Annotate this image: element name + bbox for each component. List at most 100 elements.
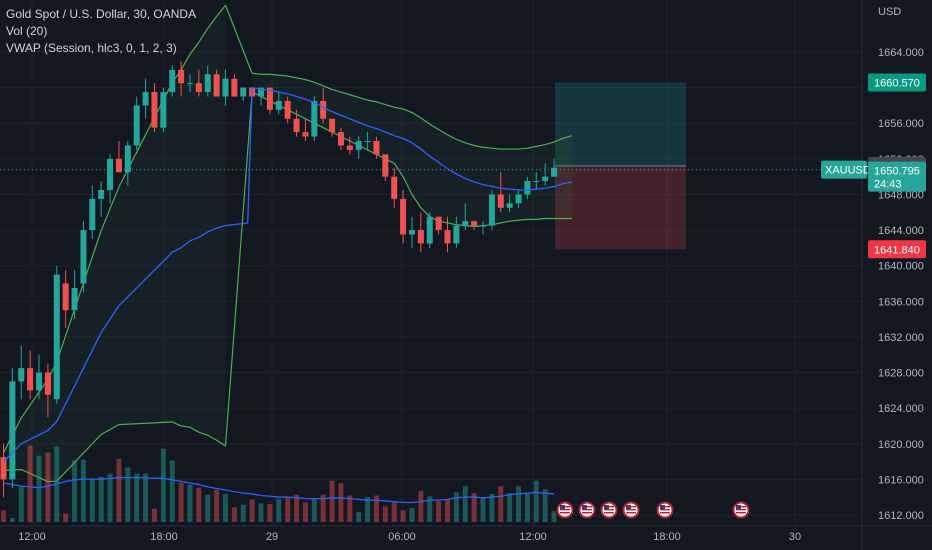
volume-bar: [471, 493, 477, 522]
candle-body: [107, 158, 114, 191]
volume-bar: [160, 448, 166, 522]
candle-body: [18, 368, 25, 382]
volume-bar: [453, 492, 459, 522]
volume-indicator-label[interactable]: Vol (20): [6, 24, 48, 38]
symbol-badge[interactable]: XAUUSD: [825, 165, 871, 177]
candlestick-series: [0, 60, 558, 498]
long-position-tool[interactable]: [555, 82, 686, 250]
candle-body: [311, 100, 318, 137]
price-tick-label: 1636.000: [878, 296, 924, 308]
candle-body: [36, 372, 43, 391]
vwap-lower-band-session1: [3, 421, 226, 483]
candle-body: [542, 176, 549, 182]
flag-canton: [660, 505, 665, 509]
volume-bar: [18, 486, 24, 522]
time-tick-label: 12:00: [519, 531, 547, 543]
volume-bar: [285, 497, 291, 522]
flag-canton: [626, 505, 631, 509]
volume-bar: [27, 445, 33, 522]
candle-body: [89, 198, 96, 231]
volume-bar: [382, 506, 388, 522]
volume-bar: [338, 483, 344, 522]
stop-loss-price-label: 1641.840: [874, 244, 920, 256]
symbol-title[interactable]: Gold Spot / U.S. Dollar, 30, OANDA: [6, 7, 197, 21]
currency-label[interactable]: USD: [878, 6, 902, 18]
candle-body: [266, 87, 273, 110]
last-price-label: 1650.795: [874, 166, 920, 178]
us-flag-event-icon[interactable]: [655, 500, 675, 520]
volume-bar: [214, 490, 220, 522]
volume-bar: [462, 486, 468, 522]
price-tick-label: 1632.000: [878, 332, 924, 344]
volume-bar: [365, 497, 371, 522]
candle-body: [178, 69, 185, 84]
volume-bar: [445, 499, 450, 522]
candle-body: [213, 74, 220, 97]
candle-body: [222, 78, 229, 97]
volume-bar: [302, 502, 308, 522]
us-flag-event-icon[interactable]: [577, 500, 597, 520]
volume-bar: [356, 511, 362, 522]
candle-body: [258, 87, 265, 97]
volume-bar: [516, 486, 522, 522]
volume-bar: [507, 493, 513, 522]
volume-bar: [311, 498, 317, 522]
candle-body: [480, 225, 487, 227]
candle-body: [355, 141, 362, 150]
candle-body: [426, 216, 433, 244]
price-tick-label: 1644.000: [878, 225, 924, 237]
volume-bar: [320, 494, 326, 522]
volume-bar: [36, 455, 42, 522]
take-profit-price-label: 1660.570: [874, 78, 920, 90]
volume-bars: [1, 445, 557, 522]
us-flag-event-icon[interactable]: [555, 500, 575, 520]
price-tick-label: 1656.000: [878, 118, 924, 130]
flag-stripe: [560, 509, 570, 511]
flag-stripe: [736, 509, 746, 511]
volume-bar: [116, 458, 122, 522]
candle-body: [497, 194, 504, 208]
volume-bar: [63, 513, 69, 522]
price-tick-label: 1664.000: [878, 47, 924, 59]
volume-bar: [409, 507, 415, 522]
vwap-band-reset-lower: [224, 92, 253, 447]
volume-bar: [533, 480, 539, 522]
candle-body: [435, 216, 442, 231]
bar-countdown-label: 24:43: [874, 179, 902, 191]
economic-events[interactable]: [555, 500, 751, 520]
candle-body: [320, 100, 327, 119]
candle-body: [373, 141, 380, 155]
loss-zone[interactable]: [555, 165, 686, 250]
volume-bar: [231, 507, 237, 522]
volume-bar: [329, 480, 335, 522]
vwap-indicator-label[interactable]: VWAP (Session, hlc3, 0, 1, 2, 3): [6, 41, 177, 55]
us-flag-event-icon[interactable]: [621, 500, 641, 520]
us-flag-event-icon[interactable]: [599, 500, 619, 520]
price-axis[interactable]: 1664.0001660.0001656.0001652.0001648.000…: [821, 0, 926, 550]
flag-stripe: [582, 509, 592, 511]
candle-body: [195, 83, 202, 93]
candle-body: [293, 118, 300, 133]
volume-bar: [249, 499, 255, 522]
flag-stripe: [660, 509, 670, 511]
volume-bar: [223, 493, 228, 522]
take-profit-price-label-bg: [868, 73, 926, 92]
volume-bar: [151, 508, 157, 522]
volume-bar: [294, 494, 300, 522]
chart-legend: Gold Spot / U.S. Dollar, 30, OANDA Vol (…: [6, 6, 196, 57]
candle-body: [533, 181, 540, 183]
volume-bar: [427, 496, 433, 522]
candle-body: [204, 74, 211, 93]
profit-zone[interactable]: [555, 82, 686, 166]
time-axis[interactable]: 12:00 18:00 29 06:00 12:00 18:00 30: [0, 525, 932, 543]
vwap-upper-band-session2: [252, 72, 572, 150]
candle-body: [462, 221, 469, 226]
candle-body: [346, 145, 353, 150]
us-flag-event-icon[interactable]: [731, 500, 751, 520]
volume-bar: [187, 484, 193, 522]
candle-body: [329, 118, 336, 133]
volume-bar: [240, 504, 246, 522]
flag-stripe: [736, 512, 746, 514]
candle-body: [53, 274, 60, 400]
